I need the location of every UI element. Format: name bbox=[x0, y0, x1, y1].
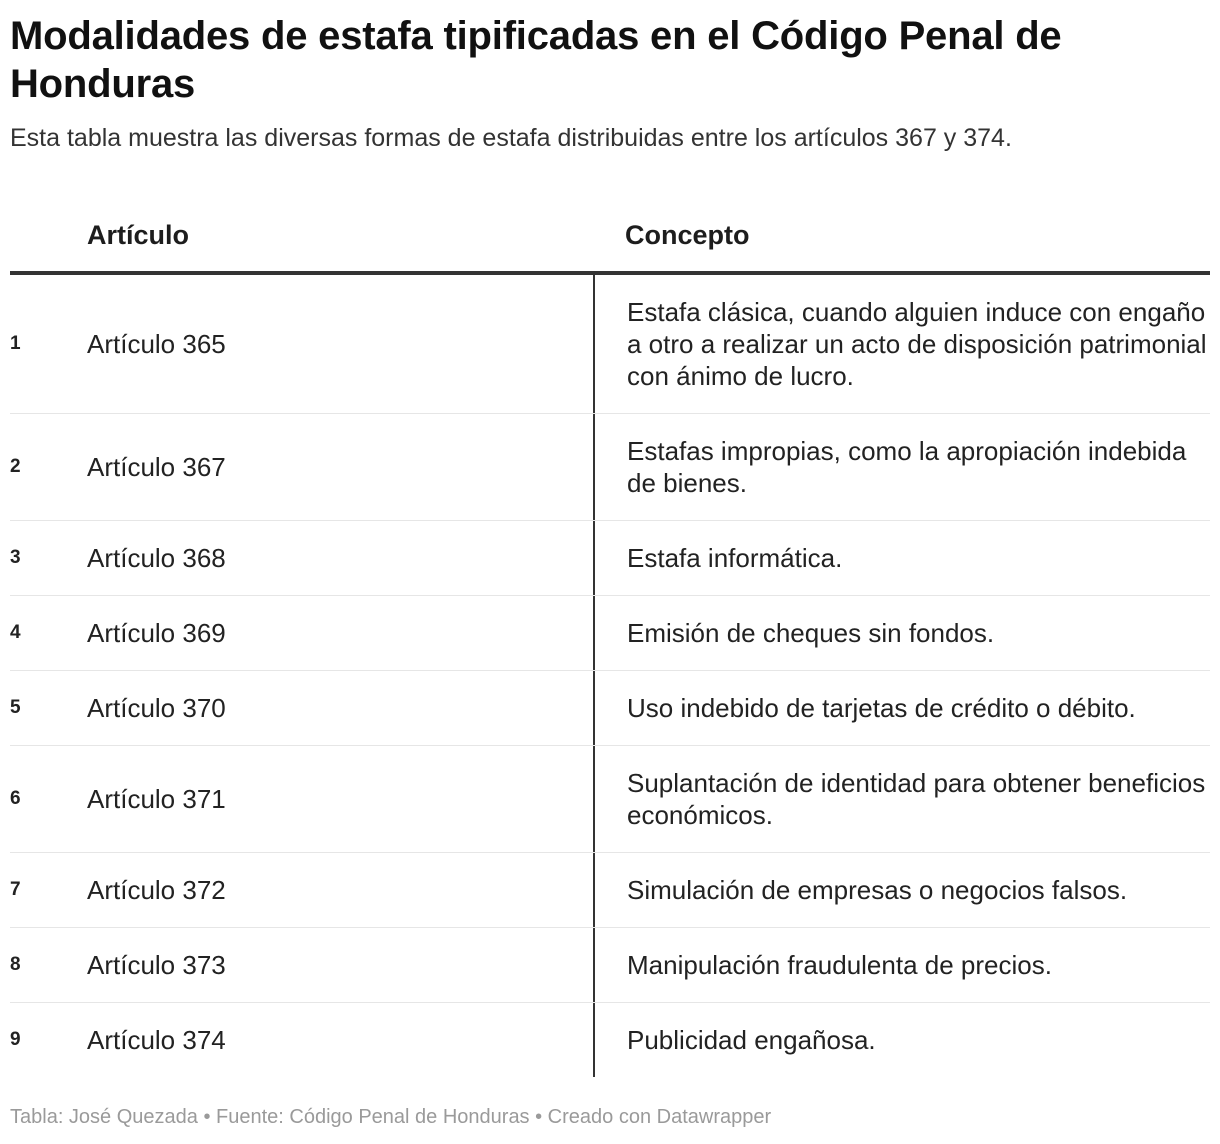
row-number: 7 bbox=[10, 879, 21, 900]
cell-concepto: Suplantación de identidad para obtener b… bbox=[593, 746, 1210, 852]
table-row: 2 Artículo 367 Estafas impropias, como l… bbox=[10, 414, 1210, 521]
column-header-concepto[interactable]: Concepto bbox=[625, 220, 750, 250]
row-number: 4 bbox=[10, 622, 21, 643]
page-title: Modalidades de estafa tipificadas en el … bbox=[10, 14, 1062, 106]
table-body: 1 Artículo 365 Estafa clásica, cuando al… bbox=[10, 275, 1210, 1077]
cell-concepto: Manipulación fraudulenta de precios. bbox=[593, 928, 1210, 1002]
cell-concepto: Simulación de empresas o negocios falsos… bbox=[593, 853, 1210, 927]
cell-articulo: Artículo 368 bbox=[87, 542, 226, 573]
page: Modalidades de estafa tipificadas en el … bbox=[10, 0, 1210, 1077]
row-number: 9 bbox=[10, 1029, 21, 1050]
row-number: 8 bbox=[10, 954, 21, 975]
table-row: 7 Artículo 372 Simulación de empresas o … bbox=[10, 853, 1210, 928]
cell-concepto: Estafas impropias, como la apropiación i… bbox=[593, 414, 1210, 520]
row-number: 5 bbox=[10, 697, 21, 718]
cell-articulo: Artículo 371 bbox=[87, 783, 226, 814]
column-header-articulo[interactable]: Artículo bbox=[87, 220, 190, 250]
cell-articulo: Artículo 374 bbox=[87, 1024, 226, 1055]
row-number: 6 bbox=[10, 788, 21, 809]
table-header: Artículo Concepto bbox=[10, 196, 1210, 275]
row-number: 3 bbox=[10, 547, 21, 568]
cell-articulo: Artículo 373 bbox=[87, 949, 226, 980]
table-row: 8 Artículo 373 Manipulación fraudulenta … bbox=[10, 928, 1210, 1003]
table-row: 1 Artículo 365 Estafa clásica, cuando al… bbox=[10, 275, 1210, 414]
cell-concepto: Publicidad engañosa. bbox=[593, 1003, 1210, 1077]
cell-articulo: Artículo 370 bbox=[87, 692, 226, 723]
table-row: 9 Artículo 374 Publicidad engañosa. bbox=[10, 1003, 1210, 1077]
row-number: 2 bbox=[10, 456, 21, 477]
cell-concepto: Estafa informática. bbox=[593, 521, 1210, 595]
cell-articulo: Artículo 369 bbox=[87, 617, 226, 648]
row-number: 1 bbox=[10, 333, 21, 354]
cell-concepto: Uso indebido de tarjetas de crédito o dé… bbox=[593, 671, 1210, 745]
cell-articulo: Artículo 365 bbox=[87, 328, 226, 359]
table-row: 6 Artículo 371 Suplantación de identidad… bbox=[10, 746, 1210, 853]
table-row: 5 Artículo 370 Uso indebido de tarjetas … bbox=[10, 671, 1210, 746]
table-row: 3 Artículo 368 Estafa informática. bbox=[10, 521, 1210, 596]
cell-concepto: Estafa clásica, cuando alguien induce co… bbox=[593, 275, 1210, 413]
source-credits: Tabla: José Quezada • Fuente: Código Pen… bbox=[10, 1106, 772, 1128]
cell-concepto: Emisión de cheques sin fondos. bbox=[593, 596, 1210, 670]
cell-articulo: Artículo 372 bbox=[87, 874, 226, 905]
cell-articulo: Artículo 367 bbox=[87, 451, 226, 482]
data-table: Artículo Concepto 1 Artículo 365 Estafa … bbox=[10, 196, 1210, 1077]
page-subtitle: Esta tabla muestra las diversas formas d… bbox=[10, 124, 1012, 152]
table-row: 4 Artículo 369 Emisión de cheques sin fo… bbox=[10, 596, 1210, 671]
